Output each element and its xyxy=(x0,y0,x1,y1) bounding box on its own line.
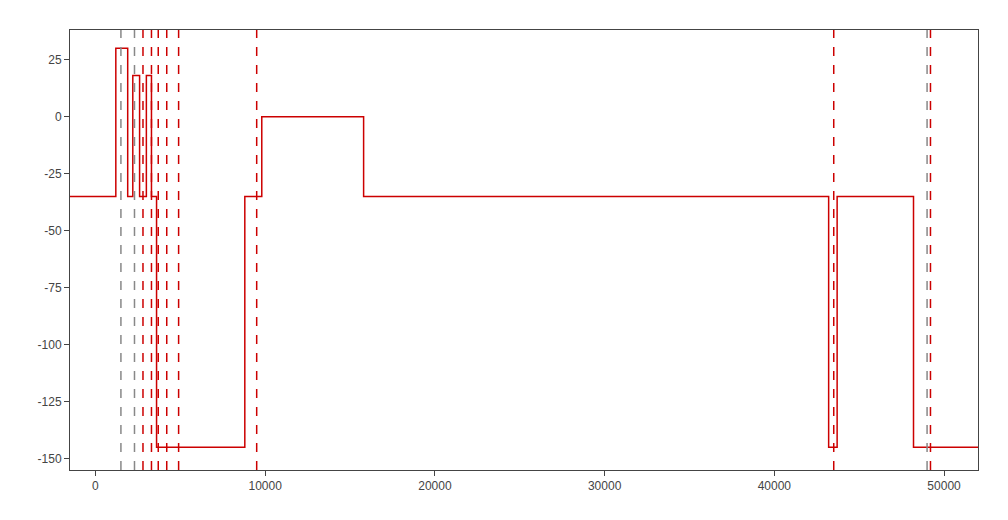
svg-text:-150: -150 xyxy=(38,452,62,466)
svg-text:-25: -25 xyxy=(44,167,62,181)
svg-text:-125: -125 xyxy=(38,395,62,409)
svg-text:0: 0 xyxy=(92,479,99,493)
svg-text:25: 25 xyxy=(48,53,62,67)
svg-text:10000: 10000 xyxy=(248,479,282,493)
svg-text:30000: 30000 xyxy=(588,479,622,493)
svg-text:20000: 20000 xyxy=(418,479,452,493)
svg-text:-100: -100 xyxy=(38,338,62,352)
svg-text:40000: 40000 xyxy=(758,479,792,493)
svg-text:-75: -75 xyxy=(44,281,62,295)
svg-text:-50: -50 xyxy=(44,224,62,238)
svg-text:0: 0 xyxy=(55,110,62,124)
svg-text:50000: 50000 xyxy=(927,479,961,493)
